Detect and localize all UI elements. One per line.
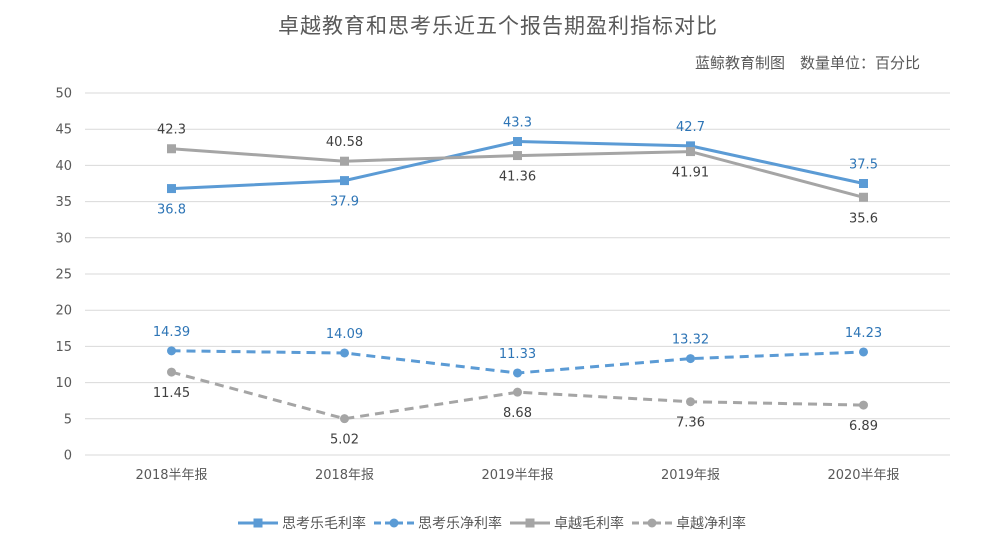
data-point — [859, 192, 868, 202]
series-line-4 — [171, 370, 864, 421]
data-label: 8.68 — [503, 406, 532, 421]
data-label: 13.32 — [672, 333, 709, 348]
x-tick-label: 2018年报 — [315, 468, 374, 483]
data-point — [686, 397, 695, 407]
y-tick-label: 15 — [55, 340, 72, 355]
legend-marker — [253, 518, 263, 528]
legend-label: 思考乐净利率 — [418, 515, 502, 532]
data-label: 11.33 — [499, 347, 536, 362]
data-label: 14.23 — [845, 326, 882, 341]
y-tick-label: 50 — [55, 87, 72, 102]
data-point — [859, 400, 868, 410]
data-label: 37.5 — [849, 158, 878, 173]
x-tick-label: 2019半年报 — [481, 468, 553, 483]
data-label: 43.3 — [503, 116, 532, 131]
data-point — [859, 347, 868, 357]
x-tick-label: 2020半年报 — [827, 468, 899, 483]
y-tick-label: 45 — [55, 123, 72, 138]
data-point — [513, 368, 522, 378]
data-point — [167, 144, 176, 154]
chart-subtitle: 蓝鲸教育制图 数量单位：百分比 — [694, 54, 920, 72]
data-point — [340, 348, 349, 358]
data-label: 41.91 — [672, 166, 709, 181]
legend-marker — [525, 518, 535, 528]
data-label: 42.3 — [157, 123, 186, 138]
data-point — [513, 137, 522, 147]
data-label: 7.36 — [676, 416, 705, 431]
data-point — [167, 367, 176, 377]
data-point — [686, 147, 695, 157]
chart-title: 卓越教育和思考乐近五个报告期盈利指标对比 — [278, 14, 718, 38]
y-tick-label: 20 — [55, 304, 72, 319]
legend-label: 卓越净利率 — [676, 515, 746, 532]
y-tick-label: 30 — [55, 231, 72, 246]
data-label: 42.7 — [676, 120, 705, 135]
data-point — [167, 184, 176, 194]
y-tick-label: 25 — [55, 268, 72, 283]
y-tick-label: 0 — [64, 449, 72, 464]
data-label: 14.09 — [326, 327, 363, 342]
data-label: 11.45 — [153, 386, 190, 401]
y-tick-label: 10 — [55, 376, 72, 391]
y-tick-label: 40 — [55, 159, 72, 174]
data-point — [340, 176, 349, 186]
data-label: 14.39 — [153, 325, 190, 340]
data-label: 41.36 — [499, 170, 536, 185]
legend-marker — [389, 518, 399, 528]
legend-marker — [647, 518, 657, 528]
data-label: 36.8 — [157, 203, 186, 218]
data-label: 5.02 — [330, 433, 359, 448]
y-tick-label: 35 — [55, 195, 72, 210]
legend-label: 思考乐毛利率 — [282, 515, 366, 532]
data-point — [686, 141, 695, 151]
data-point — [167, 346, 176, 356]
x-tick-label: 2018半年报 — [135, 468, 207, 483]
data-label: 6.89 — [849, 419, 878, 434]
data-point — [513, 151, 522, 161]
data-point — [859, 179, 868, 188]
data-label: 35.6 — [849, 211, 878, 226]
data-point — [340, 414, 349, 424]
data-point — [513, 387, 522, 397]
data-point — [340, 156, 349, 166]
legend-label: 卓越毛利率 — [554, 515, 624, 532]
x-tick-label: 2019年报 — [661, 468, 720, 483]
data-point — [686, 354, 695, 364]
data-label: 40.58 — [326, 135, 363, 150]
data-label: 37.9 — [330, 195, 359, 210]
y-tick-label: 5 — [64, 412, 72, 427]
